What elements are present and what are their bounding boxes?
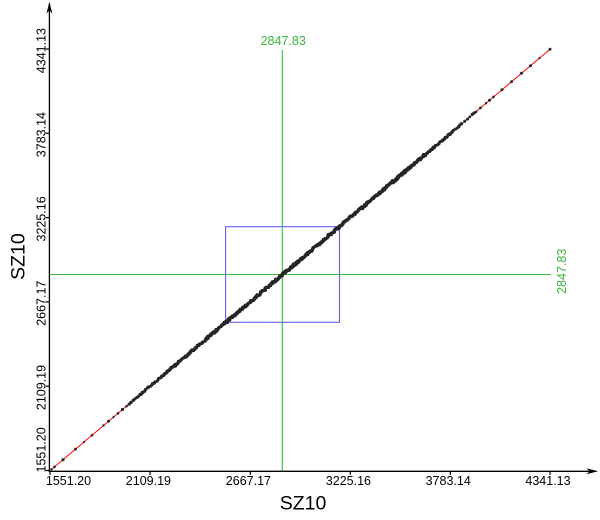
svg-text:1551.20: 1551.20: [46, 474, 91, 488]
svg-text:2109.19: 2109.19: [126, 474, 171, 488]
svg-text:4341.13: 4341.13: [525, 474, 570, 488]
svg-text:3783.14: 3783.14: [426, 474, 471, 488]
svg-text:2109.19: 2109.19: [34, 365, 48, 410]
svg-text:3783.14: 3783.14: [34, 112, 48, 157]
svg-text:SZ10: SZ10: [7, 233, 29, 280]
svg-text:2667.17: 2667.17: [226, 474, 271, 488]
svg-text:2847.83: 2847.83: [261, 34, 306, 48]
svg-text:4341.13: 4341.13: [34, 28, 48, 73]
svg-text:3225.16: 3225.16: [34, 196, 48, 241]
svg-text:3225.16: 3225.16: [326, 474, 371, 488]
svg-text:2667.17: 2667.17: [34, 281, 48, 326]
svg-text:1551.20: 1551.20: [34, 427, 48, 472]
svg-text:SZ10: SZ10: [280, 493, 327, 515]
svg-text:2847.83: 2847.83: [555, 249, 569, 294]
